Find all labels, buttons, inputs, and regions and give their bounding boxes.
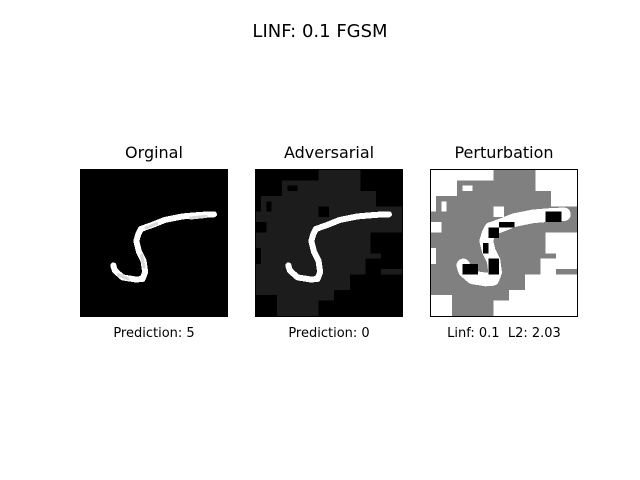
perturbation-title: Perturbation <box>454 143 554 162</box>
adversarial-panel: Adversarial <box>255 143 403 342</box>
perturbation-norms: Linf: 0.1 L2: 2.03 <box>447 326 561 341</box>
original-title: Orginal <box>125 143 183 162</box>
perturbation-panel: Perturbation <box>430 143 578 342</box>
perturbation-image <box>430 169 578 317</box>
adversarial-prediction: Prediction: 0 <box>288 326 370 341</box>
original-image <box>80 169 228 317</box>
figure-title: LINF: 0.1 FGSM <box>252 21 388 42</box>
adversarial-image <box>255 169 403 317</box>
adversarial-title: Adversarial <box>283 143 375 162</box>
original-panel: Orginal Prediction: 5 <box>80 143 228 342</box>
original-prediction: Prediction: 5 <box>113 326 195 341</box>
